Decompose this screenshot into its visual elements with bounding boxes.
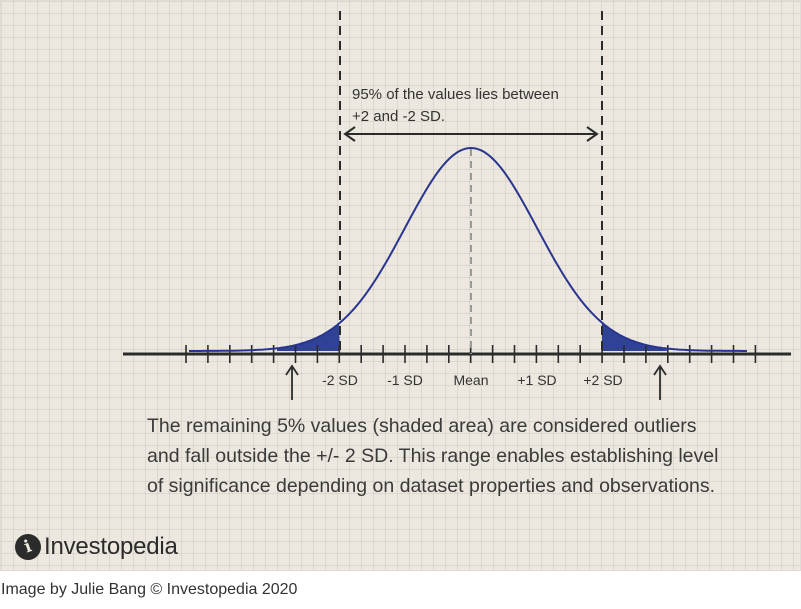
right-tail-shaded-area bbox=[602, 322, 667, 351]
note-line: of significance depending on dataset pro… bbox=[147, 475, 716, 497]
logo-wordmark: Investopedia bbox=[44, 533, 178, 560]
right-outlier-arrow bbox=[653, 364, 667, 400]
image-credit-caption: Image by Julie Bang © Investopedia 2020 bbox=[1, 581, 298, 598]
range-annotation-line2: +2 and -2 SD. bbox=[352, 108, 445, 125]
axis-ticks bbox=[185, 345, 757, 363]
investopedia-logo: i Investopedia bbox=[11, 530, 178, 564]
note-line: and fall outside the +/- 2 SD. This rang… bbox=[147, 445, 719, 467]
axis-label-plus-2sd: +2 SD bbox=[583, 372, 622, 388]
outlier-explanation-text: The remaining 5% values (shaded area) ar… bbox=[147, 411, 787, 501]
axis-label-minus-2sd: -2 SD bbox=[322, 372, 358, 388]
normal-distribution-figure: 95% of the values lies between +2 and -2… bbox=[0, 0, 801, 571]
left-outlier-arrow bbox=[285, 364, 299, 400]
bell-curve-diagram: 95% of the values lies between +2 and -2… bbox=[123, 11, 791, 400]
investopedia-logo-icon: i bbox=[11, 530, 45, 564]
axis-label-mean: Mean bbox=[453, 372, 488, 388]
range-double-arrow bbox=[343, 126, 599, 142]
left-tail-shaded-area bbox=[277, 323, 340, 351]
axis-label-minus-1sd: -1 SD bbox=[387, 372, 423, 388]
bell-curve-line bbox=[189, 146, 747, 352]
range-annotation-line1: 95% of the values lies between bbox=[352, 86, 559, 103]
axis-label-plus-1sd: +1 SD bbox=[517, 372, 556, 388]
note-line: The remaining 5% values (shaded area) ar… bbox=[147, 415, 697, 437]
